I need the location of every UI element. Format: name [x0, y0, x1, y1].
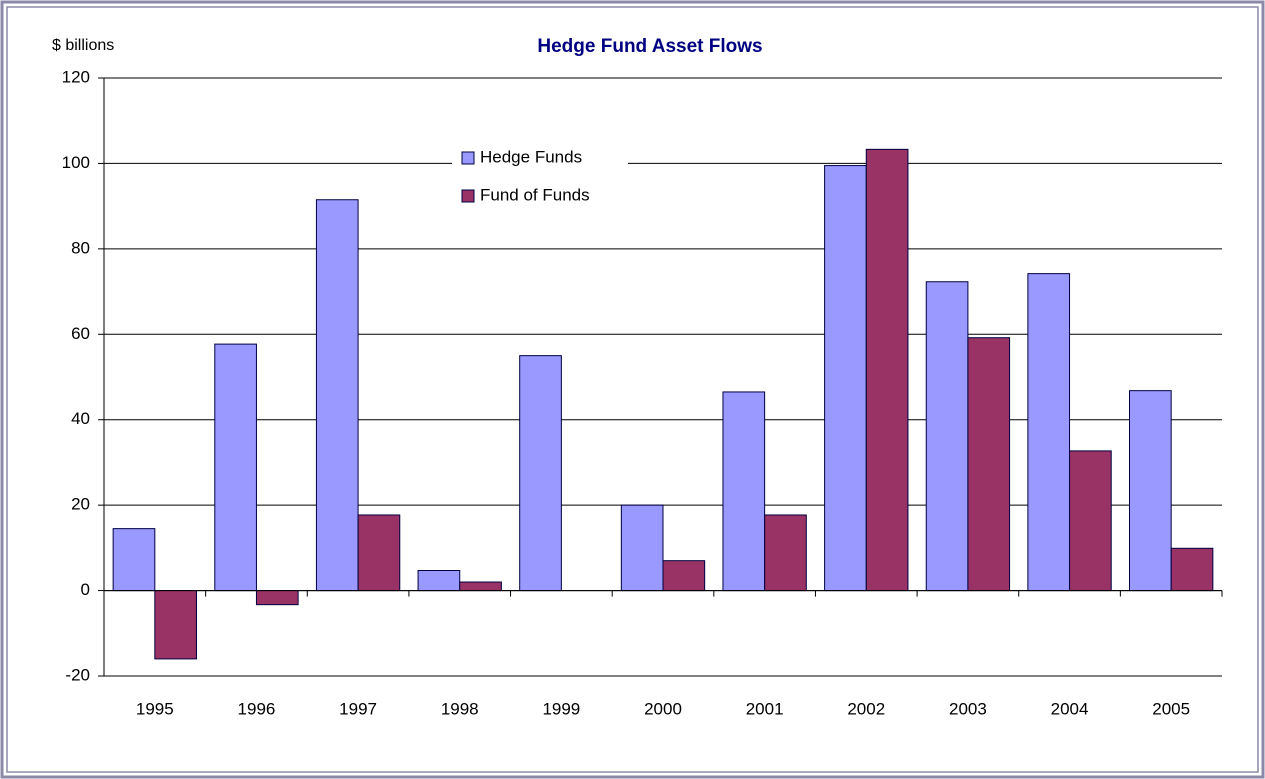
bar: [112, 528, 156, 592]
bar: [1069, 450, 1112, 592]
y-tick-label: 80: [71, 238, 90, 257]
bar: [662, 560, 706, 592]
bar: [865, 148, 909, 592]
y-tick-label: 100: [62, 153, 90, 172]
y-tick-label: -20: [65, 665, 90, 684]
y-tick-label: 20: [71, 495, 90, 514]
x-tick-label: 2001: [746, 699, 784, 718]
bar: [620, 504, 664, 592]
legend: [452, 143, 628, 213]
bar: [255, 590, 299, 606]
bar: [154, 590, 197, 660]
bar: [925, 281, 969, 592]
y-tick-label: 60: [71, 324, 90, 343]
bar: [764, 514, 807, 592]
bar: [1129, 390, 1172, 592]
bar: [417, 569, 461, 592]
legend-swatch: [461, 189, 475, 203]
legend-swatch: [461, 151, 475, 165]
chart-title: Hedge Fund Asset Flows: [537, 36, 762, 57]
x-tick-label: 2004: [1051, 699, 1089, 718]
x-tick-label: 1999: [542, 699, 580, 718]
bar: [1027, 273, 1071, 592]
x-tick-label: 1998: [441, 699, 479, 718]
x-tick-label: 2005: [1152, 699, 1190, 718]
legend-label: Fund of Funds: [480, 185, 590, 204]
bar: [967, 337, 1011, 592]
x-tick-label: 2000: [644, 699, 682, 718]
bar: [1170, 547, 1214, 592]
bar: [357, 514, 401, 592]
bar: [722, 391, 766, 592]
x-tick-label: 2003: [949, 699, 987, 718]
bar: [214, 343, 257, 592]
y-tick-label: 0: [81, 580, 90, 599]
x-tick-label: 1996: [238, 699, 276, 718]
bar: [459, 581, 502, 592]
bar: [824, 165, 867, 592]
x-tick-label: 1995: [136, 699, 174, 718]
y-axis-label: $ billions: [52, 37, 114, 54]
y-tick-label: 40: [71, 409, 90, 428]
legend-label: Hedge Funds: [480, 147, 582, 166]
x-tick-label: 1997: [339, 699, 377, 718]
bar: [315, 199, 359, 592]
frame-inner: [6, 6, 1259, 773]
bar: [519, 355, 562, 592]
x-tick-label: 2002: [847, 699, 885, 718]
y-tick-label: 120: [62, 67, 90, 86]
